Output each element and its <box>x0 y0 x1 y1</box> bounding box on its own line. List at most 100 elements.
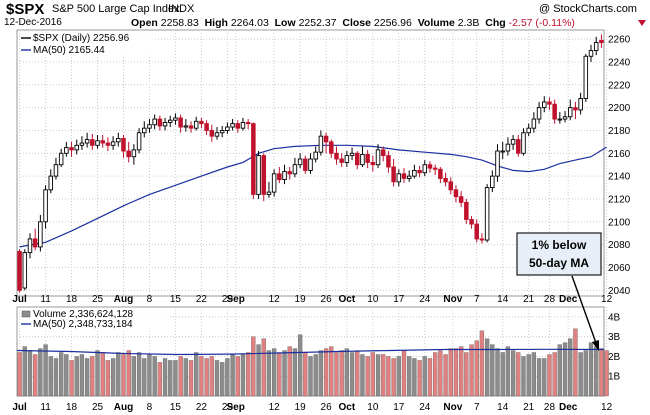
volume-bar <box>386 356 391 397</box>
candle-body <box>74 144 79 151</box>
candle-body <box>38 221 43 248</box>
candle-body <box>199 120 204 125</box>
candle-body <box>178 117 183 128</box>
price-y-tick-label: 2220 <box>608 80 631 91</box>
volume-bar <box>95 350 100 397</box>
candle-body <box>105 142 111 146</box>
ticker-description: S&P 500 Large Cap Index <box>52 3 180 15</box>
volume-x-tick-label: Jul <box>12 402 27 413</box>
volume-bar <box>308 356 313 397</box>
candle-body <box>53 164 59 177</box>
volume-x-tick-label: 24 <box>419 402 431 413</box>
volume-bar <box>33 354 38 397</box>
volume-bar <box>500 352 505 397</box>
volume-legend-ma: MA(50) 2,348,733,184 <box>33 319 133 330</box>
volume-x-tick-label: 12 <box>601 402 613 413</box>
volume-bar <box>79 354 85 397</box>
candle-body <box>370 161 376 166</box>
candle-body <box>329 141 334 154</box>
price-x-tick-label: 28 <box>544 294 556 305</box>
volume-bar <box>318 350 324 397</box>
candle-body <box>365 153 370 163</box>
candle-body <box>219 130 225 134</box>
volume-bar <box>230 354 235 397</box>
candle-body <box>349 152 355 157</box>
price-y-tick-label: 2120 <box>608 194 631 205</box>
volume-bar <box>17 352 22 397</box>
candle-body <box>406 175 412 179</box>
volume-x-tick-label: Nov <box>443 402 462 413</box>
volume-bar <box>126 350 131 397</box>
candle-body <box>183 125 189 128</box>
price-x-tick-label: 8 <box>147 294 153 305</box>
candle-body <box>500 150 505 153</box>
volume-bar <box>479 330 485 397</box>
volume-bar <box>557 344 562 397</box>
volume-bar <box>588 342 594 397</box>
price-x-tick-label: 21 <box>523 294 535 305</box>
candle-body <box>142 127 147 134</box>
annotation-box <box>516 232 602 276</box>
candle-body <box>344 155 350 163</box>
volume-bar <box>547 354 552 397</box>
candle-body <box>391 166 396 183</box>
volume-bar <box>427 358 433 397</box>
volume-bar <box>168 360 173 397</box>
candle-body <box>43 189 48 223</box>
price-y-tick-label: 2140 <box>608 172 631 183</box>
price-y-tick-label: 2240 <box>608 57 631 68</box>
volume-bar <box>178 356 183 397</box>
candle-body <box>116 138 121 143</box>
volume-bar <box>53 358 59 397</box>
volume-bar <box>43 344 48 397</box>
candle-body <box>562 116 568 120</box>
candle-body <box>48 175 54 191</box>
volume-x-tick-label: 8 <box>147 402 153 413</box>
volume-bar <box>194 352 199 397</box>
volume-bar <box>74 356 79 397</box>
price-y-tick-label: 2180 <box>608 126 631 137</box>
candle-body <box>230 123 235 128</box>
volume-bar <box>391 358 396 397</box>
price-y-tick-label: 2080 <box>608 240 631 251</box>
price-legend-bg <box>20 31 154 55</box>
candle-body <box>193 120 199 129</box>
volume-bar <box>568 338 573 397</box>
volume-bar <box>27 350 33 397</box>
volume-bar <box>422 356 427 397</box>
volume-bar <box>599 348 604 397</box>
price-x-tick-label: 12 <box>601 294 613 305</box>
volume-bar <box>323 348 329 397</box>
candle-body <box>188 125 194 129</box>
price-x-tick-label: Dec <box>559 294 578 305</box>
candle-body <box>547 101 552 105</box>
candle-body <box>578 98 583 111</box>
volume-bar <box>100 352 105 397</box>
volume-x-tick-label: 19 <box>295 402 307 413</box>
volume-bar <box>220 362 225 397</box>
volume-bar <box>458 346 464 397</box>
candle-body <box>432 167 438 170</box>
candle-body <box>516 139 521 154</box>
volume-bar <box>375 354 381 397</box>
price-y-tick-label: 2040 <box>608 286 631 297</box>
price-y-tick-label: 2200 <box>608 103 631 114</box>
volume-bar <box>531 352 537 397</box>
volume-bar <box>448 348 453 397</box>
candle-body <box>490 175 495 188</box>
candle-body <box>469 219 474 225</box>
volume-bar <box>251 336 256 397</box>
price-x-tick-label: 10 <box>367 294 379 305</box>
price-x-tick-label: Sep <box>227 294 245 305</box>
candle-body <box>84 139 90 144</box>
price-legend-series: $SPX (Daily) 2256.96 <box>33 33 130 44</box>
volume-bar <box>142 358 147 397</box>
candle-body <box>136 132 142 151</box>
volume-bar <box>199 356 204 397</box>
price-x-tick-label: 22 <box>196 294 208 305</box>
candle-body <box>100 140 105 144</box>
volume-x-tick-label: 21 <box>523 402 535 413</box>
candle-body <box>438 168 443 179</box>
volume-bar <box>313 354 318 397</box>
